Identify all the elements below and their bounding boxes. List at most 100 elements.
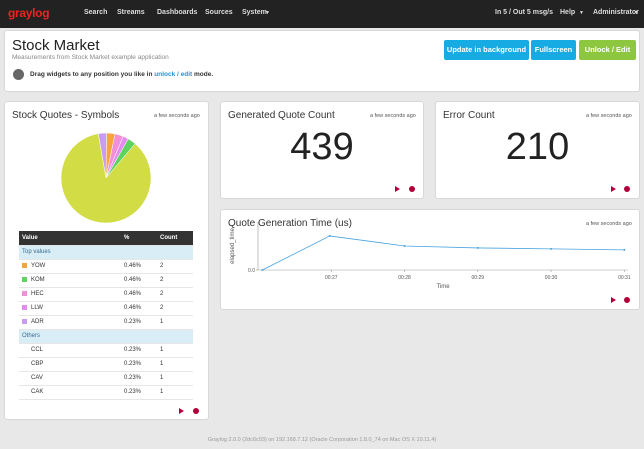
widget-actions: [179, 186, 630, 414]
line-point: [403, 245, 406, 247]
info-icon[interactable]: [624, 186, 630, 192]
swatch: [22, 262, 27, 268]
navbar: graylog Search Streams Dashboards Source…: [0, 0, 644, 28]
pie-slice: [60, 133, 152, 224]
value-text: CAK: [31, 389, 44, 395]
widget-updated: a few seconds ago: [586, 221, 632, 227]
tip: Drag widgets to any position you like in…: [30, 71, 213, 78]
group-row: Others: [19, 329, 193, 344]
x-tick-label: 00:27: [325, 275, 338, 281]
replay-icon[interactable]: [395, 186, 400, 192]
widget-title: Error Count: [443, 110, 495, 121]
percent-cell: 0.23%: [121, 315, 157, 330]
table-row: CBP 0.23% 1: [19, 357, 193, 372]
group-label: Others: [19, 329, 193, 344]
throughput[interactable]: In 5 / Out 5 msg/s: [495, 9, 553, 16]
x-tick-label: 00:30: [545, 275, 558, 281]
value-text: KOM: [31, 277, 45, 284]
table-row: ADR 0.23% 1: [19, 315, 193, 330]
button[interactable]: Unlock / Edit: [579, 40, 636, 60]
value-text: LLW: [31, 305, 43, 312]
table-header: Value% Count: [19, 231, 193, 246]
value-text: HEC: [31, 291, 44, 298]
nav-item[interactable]: System: [242, 9, 267, 16]
widget-title: Generated Quote Count: [228, 110, 335, 121]
header-cell: Count: [157, 231, 193, 246]
swatch: [22, 276, 27, 282]
widget: [435, 101, 640, 199]
y-axis-label: elapsed_time: [230, 227, 236, 263]
tip-text: Drag widgets to any position you like in: [30, 71, 153, 78]
percent-cell: 0.46%: [121, 287, 157, 302]
value-cell: YOW: [19, 259, 121, 274]
swatch: [22, 318, 27, 324]
line-series: [262, 235, 625, 271]
nav-item[interactable]: Streams: [117, 9, 145, 16]
value-text: YOW: [31, 263, 46, 270]
widget-updated: a few seconds ago: [154, 113, 200, 119]
x-tick-label: 00:29: [472, 275, 485, 281]
percent-cell: 0.46%: [121, 273, 157, 288]
line-point: [623, 248, 626, 251]
page-subtitle: Measurements from Stock Market example a…: [12, 54, 169, 61]
count-cell: 1: [157, 385, 193, 400]
count-cell: 1: [157, 371, 193, 386]
replay-icon[interactable]: [611, 186, 616, 192]
widget: [220, 209, 640, 310]
replay-icon[interactable]: [611, 297, 616, 303]
count-cell: 1: [157, 343, 193, 358]
line-point: [328, 234, 331, 237]
widget-title: Stock Quotes - Symbols: [12, 110, 120, 121]
caret: ▼: [265, 10, 270, 16]
widget: [220, 101, 424, 199]
button[interactable]: Update in background: [444, 40, 529, 60]
help[interactable]: Help: [560, 9, 576, 16]
widget-updated: a few seconds ago: [370, 113, 416, 119]
button[interactable]: Fullscreen: [531, 40, 576, 60]
table-row: CAK 0.23% 1: [19, 385, 193, 400]
info-icon[interactable]: [624, 297, 630, 303]
x-axis-label: Time: [436, 284, 450, 290]
table-row: HEC 0.46% 2: [19, 287, 193, 302]
percent-cell: 0.23%: [121, 357, 157, 372]
widget-updated: a few seconds ago: [586, 113, 632, 119]
replay-icon[interactable]: [179, 408, 184, 414]
header-cell: Value: [19, 231, 121, 246]
line-point: [476, 246, 479, 249]
value-cell: KOM: [19, 273, 121, 288]
header-cell: %: [121, 231, 157, 246]
widget-title: Quote Generation Time (us): [228, 218, 352, 229]
table: Value% Count Top values YOW 0.46% 2 KOM 0.46% 2 H…: [19, 231, 193, 400]
info-icon[interactable]: [409, 186, 415, 192]
tip-link[interactable]: unlock / edit: [154, 71, 193, 78]
header-panel: [4, 30, 640, 92]
percent-cell: 0.23%: [121, 385, 157, 400]
count-cell: 1: [157, 315, 193, 330]
swatch: [22, 304, 27, 310]
tip-text: mode.: [193, 71, 214, 78]
value-text: CBP: [31, 361, 44, 367]
percent-cell: 0.23%: [121, 343, 157, 358]
user-menu[interactable]: Administrator: [593, 9, 639, 16]
caret: ▼: [634, 10, 639, 16]
table-row: LLW 0.46% 2: [19, 301, 193, 316]
percent-cell: 0.46%: [121, 259, 157, 274]
line-point: [550, 247, 553, 250]
value-cell: CAK: [19, 385, 121, 400]
info-icon[interactable]: [193, 408, 199, 414]
nav-item[interactable]: Sources: [205, 9, 233, 16]
group-label: Top values: [19, 245, 193, 260]
percent-cell: 0.23%: [121, 371, 157, 386]
count-value: 210: [505, 126, 570, 168]
page-title: Stock Market: [12, 37, 100, 54]
caret: ▼: [579, 10, 584, 16]
count-cell: 2: [157, 287, 193, 302]
brand[interactable]: graylog: [8, 6, 50, 20]
group-row: Top values: [19, 245, 193, 260]
value-text: CCL: [31, 347, 44, 353]
value-cell: CAV: [19, 371, 121, 386]
nav-item[interactable]: Dashboards: [157, 9, 198, 16]
nav-item[interactable]: Search: [84, 9, 108, 16]
